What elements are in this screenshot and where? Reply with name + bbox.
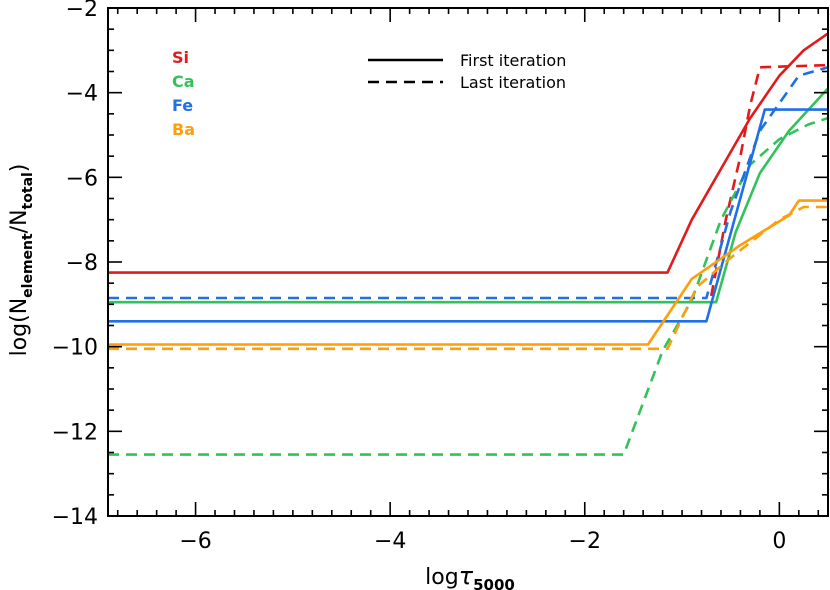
y-axis-title-sub-total: total: [20, 172, 36, 209]
series-si-last: [709, 63, 829, 297]
series-ba-first: [108, 199, 828, 346]
y-tick-label: −4: [66, 82, 98, 107]
y-axis-title: log(Nelement/Ntotal): [7, 164, 36, 357]
x-tick-label: 0: [772, 529, 786, 554]
element-legend: Si Ca Fe Ba: [172, 48, 195, 139]
y-axis-title-close: ): [7, 164, 32, 173]
x-tick-label: −4: [374, 529, 406, 554]
y-tick-label: −6: [66, 166, 98, 191]
series-ca-first: [108, 87, 829, 304]
axis-ticks: [108, 7, 828, 517]
y-tick-label: −14: [52, 505, 98, 530]
series-si-first: [108, 32, 829, 274]
x-tick-label: −2: [569, 529, 601, 554]
style-legend: First iteration Last iteration: [368, 51, 566, 92]
x-axis-title: logτ5000: [425, 562, 515, 590]
legend-first-iteration: First iteration: [460, 51, 566, 70]
x-axis-title-sub: 5000: [473, 576, 515, 590]
y-axis-title-slash: /N: [7, 209, 32, 233]
series-fe-last: [108, 66, 829, 300]
y-tick-label: −2: [66, 0, 98, 22]
y-tick-label: −10: [52, 336, 98, 361]
y-tick-label: −12: [52, 420, 98, 445]
x-axis-title-main: log: [425, 565, 459, 590]
series-fe-first: [108, 108, 828, 323]
tick-labels: −6 −4 −2 0 −14 −12 −10 −8 −6 −4 −2: [52, 0, 787, 554]
x-tick-label: −6: [179, 529, 211, 554]
y-axis-title-open: log(N: [7, 298, 32, 357]
legend-ca: Ca: [172, 72, 195, 91]
y-tick-label: −8: [66, 251, 98, 276]
legend-ba: Ba: [172, 120, 195, 139]
legend-last-iteration: Last iteration: [460, 73, 566, 92]
y-axis-title-sub-element: element: [20, 233, 36, 298]
series-ba-last: [108, 205, 828, 351]
legend-si: Si: [172, 48, 189, 67]
plot-lines: [108, 32, 829, 456]
x-axis-title-greek: τ: [459, 562, 474, 590]
legend-fe: Fe: [172, 96, 193, 115]
